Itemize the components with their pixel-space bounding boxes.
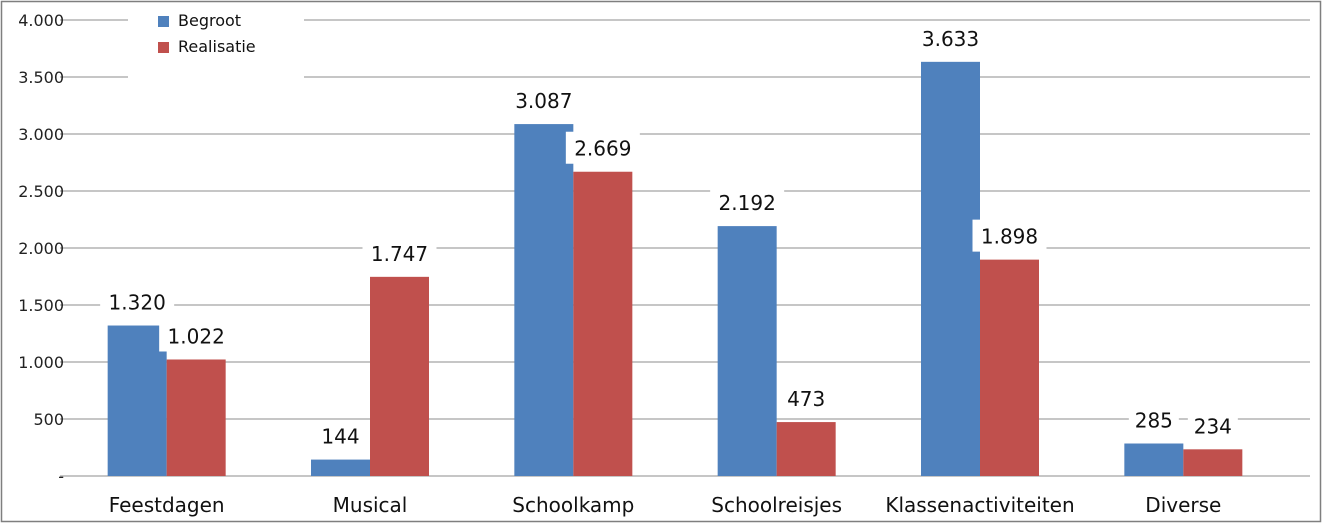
data-label-background	[100, 285, 175, 318]
data-label: 144	[321, 425, 359, 449]
x-tick-label: Diverse	[1145, 493, 1221, 517]
bars	[107, 61, 1243, 476]
data-label-background	[506, 84, 581, 117]
data-label: 1.320	[109, 291, 166, 315]
data-label: 3.633	[922, 27, 979, 51]
y-tick-label: 1.000	[18, 353, 64, 372]
x-tick-label: Klassenactiviteiten	[885, 493, 1074, 517]
data-label-background	[565, 131, 640, 164]
x-axis-categories: Feestdagen Musical Schoolkamp Schoolreisjes…	[109, 493, 1222, 517]
bar-realisatie	[166, 359, 226, 476]
data-label-background	[315, 419, 366, 452]
bar-realisatie	[370, 276, 429, 476]
data-label: 285	[1135, 409, 1173, 433]
data-label: 1.747	[371, 242, 428, 266]
bar-begroot	[311, 459, 370, 476]
y-tick-label: 3.500	[18, 68, 64, 87]
data-label-background	[159, 319, 234, 352]
data-label-background	[913, 21, 988, 54]
data-label: 3.087	[515, 89, 572, 113]
data-label-background	[972, 219, 1047, 252]
y-tick-label: 500	[33, 410, 64, 429]
data-label: 1.022	[168, 324, 225, 348]
x-tick-label: Feestdagen	[109, 493, 225, 517]
y-axis-ticks: - 500 1.000 1.500 2.000 2.500 3.000 3.500 4.000	[18, 11, 64, 486]
data-label-background	[710, 186, 785, 219]
legend: Begroot Realisatie	[128, 6, 304, 78]
legend-label: Realisatie	[178, 37, 256, 56]
bar-begroot	[514, 124, 574, 476]
x-tick-label: Schoolkamp	[512, 493, 634, 517]
y-tick-label: 1.500	[18, 296, 64, 315]
data-label: 2.669	[574, 137, 631, 161]
data-label-background	[362, 236, 437, 269]
y-tick-label: 3.000	[18, 125, 64, 144]
bar-realisatie	[1183, 449, 1243, 476]
data-label: 1.898	[981, 225, 1038, 249]
y-tick-label: -	[58, 467, 64, 486]
data-label: 2.192	[719, 191, 776, 215]
y-tick-label: 2.500	[18, 182, 64, 201]
legend-swatch	[158, 42, 169, 53]
data-label: 473	[787, 387, 825, 411]
y-tick-label: 4.000	[18, 11, 64, 30]
bar-realisatie	[573, 171, 633, 476]
x-tick-label: Musical	[333, 493, 408, 517]
legend-background	[128, 6, 304, 78]
y-tick-label: 2.000	[18, 239, 64, 258]
data-label-background	[1128, 403, 1179, 436]
bar-begroot	[1124, 443, 1184, 476]
bar-begroot	[107, 325, 167, 476]
legend-swatch	[158, 16, 169, 27]
bar-begroot	[717, 226, 777, 476]
bar-realisatie	[776, 422, 836, 476]
bar-begroot	[921, 61, 980, 476]
legend-label: Begroot	[178, 11, 241, 30]
data-label-background	[781, 382, 832, 415]
data-label-background	[1187, 409, 1238, 442]
x-tick-label: Schoolreisjes	[711, 493, 842, 517]
bar-realisatie	[980, 259, 1039, 476]
data-label: 234	[1194, 414, 1232, 438]
